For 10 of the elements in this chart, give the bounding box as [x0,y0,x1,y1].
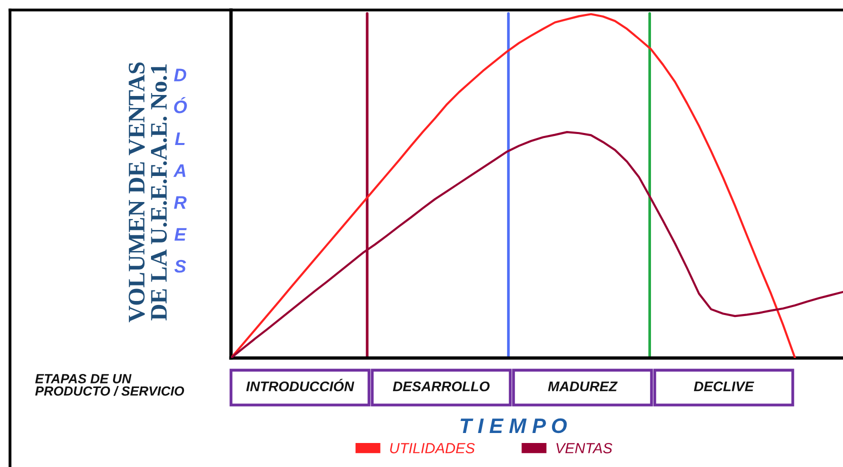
y-axis-title: VOLUMEN DE VENTAS DE LA U.E.E.F.A.E. No.1 [128,62,167,322]
text: DESARROLLO [392,381,490,392]
text: DECLIVE [694,381,754,392]
text: DÓLARES [173,68,187,273]
x-axis-title: T I E M P O [460,418,567,434]
legend-label: VENTAS [556,443,612,454]
text: ETAPAS DE UN PRODUCTO / SERVICIO [35,374,184,396]
legend-label: UTILIDADES [390,443,475,454]
text: MADUREZ [548,382,618,392]
text: INTRODUCCIÓN [246,378,354,392]
